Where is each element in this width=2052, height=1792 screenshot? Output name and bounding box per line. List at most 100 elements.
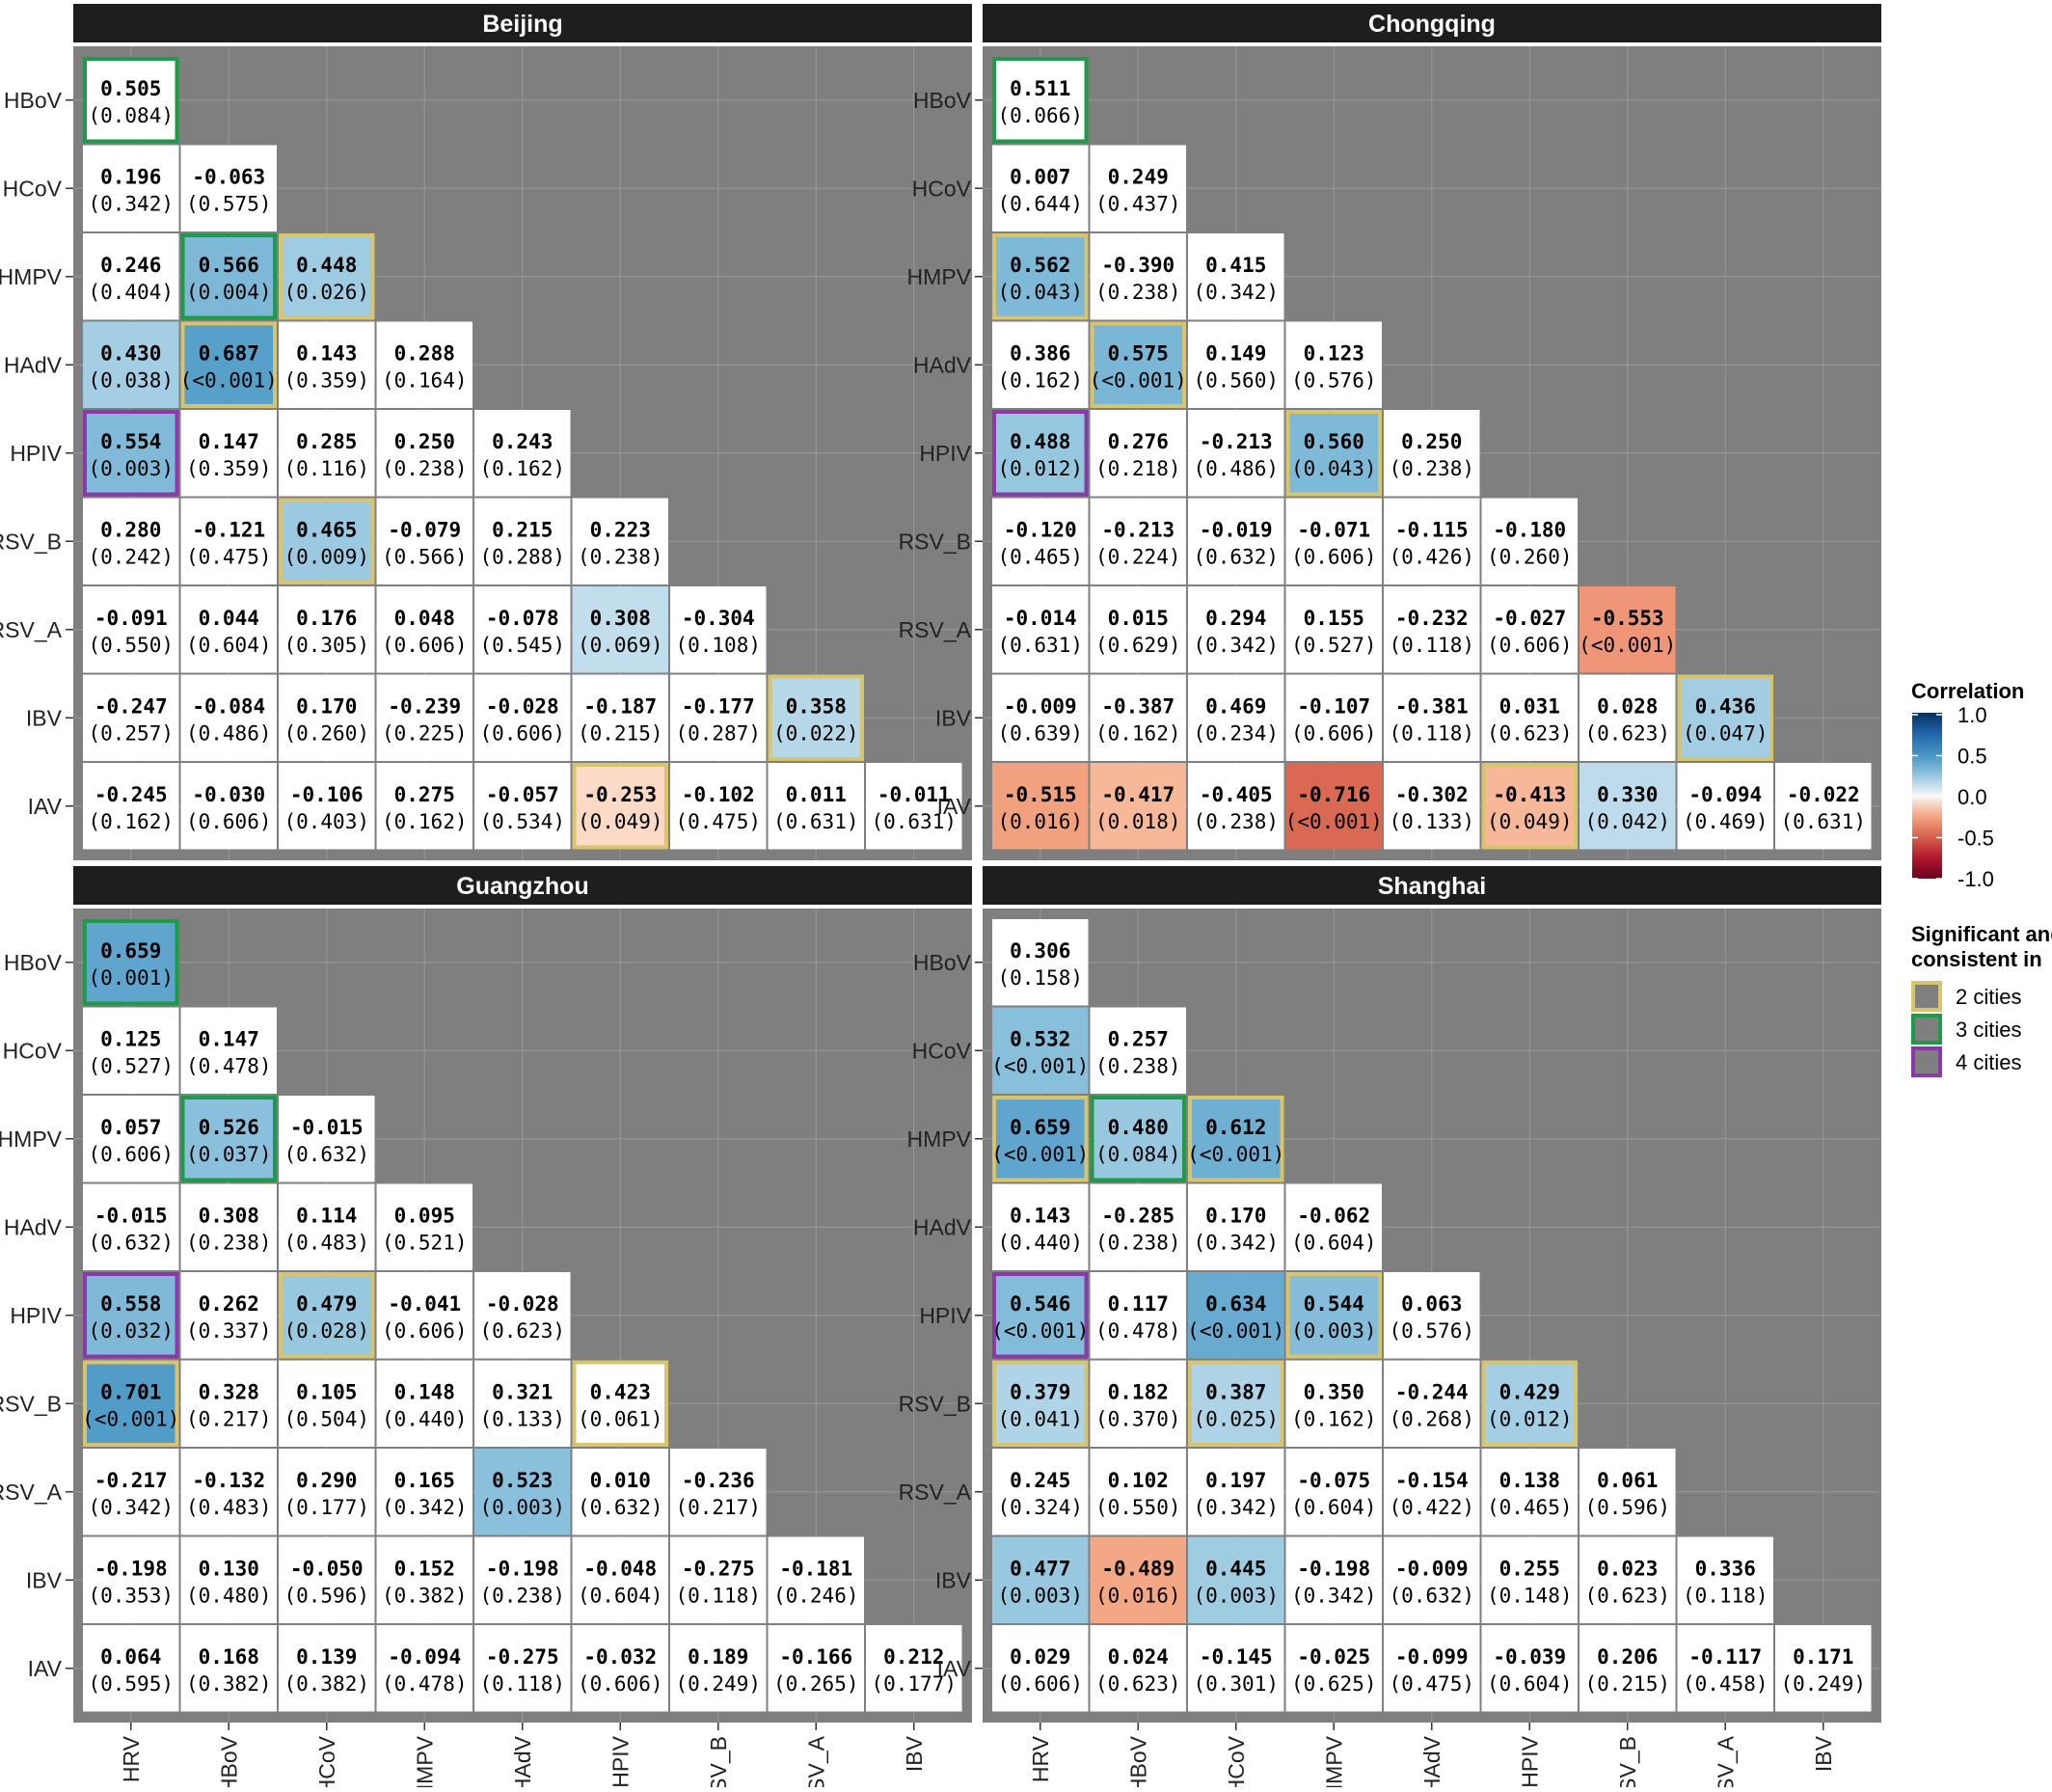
cell-fill — [83, 1360, 179, 1447]
cell-pvalue: (0.631) — [773, 810, 859, 833]
heatmap-cell: 0.436 (0.047) — [1677, 674, 1773, 761]
cell-fill — [1580, 586, 1676, 673]
cell-correlation: 0.659 — [100, 939, 161, 963]
cell-fill — [866, 763, 962, 850]
cell-fill — [1188, 233, 1284, 320]
cell-fill — [1188, 1360, 1284, 1447]
heatmap-cell: -0.180 (0.260) — [1481, 498, 1578, 584]
heatmap-cell: 0.061 (0.596) — [1580, 1449, 1676, 1535]
heatmap-cell: -0.011 (0.631) — [866, 763, 962, 850]
cell-correlation: -0.048 — [583, 1557, 657, 1580]
cell-correlation: -0.015 — [94, 1204, 168, 1227]
y-tick-label: HCoV — [3, 1038, 63, 1063]
cell-correlation: -0.515 — [1004, 783, 1077, 806]
cell-fill — [83, 1183, 179, 1270]
cell-correlation: 0.379 — [1010, 1380, 1070, 1403]
cell-fill — [279, 763, 375, 850]
cell-pvalue: (0.238) — [1095, 281, 1181, 304]
heatmap-cell: 0.257 (0.238) — [1090, 1007, 1186, 1094]
cell-correlation: 0.448 — [296, 254, 357, 277]
heatmap-cell: 0.250 (0.238) — [376, 410, 472, 497]
heatmap-cell: -0.489 (0.016) — [1090, 1536, 1186, 1623]
heatmap-cell: 0.526 (0.037) — [180, 1096, 277, 1182]
cell-correlation: 0.415 — [1205, 254, 1266, 277]
cell-fill — [992, 1360, 1089, 1447]
colorbar-tick-label: 0.0 — [1958, 785, 1987, 809]
y-tick-label: HMPV — [907, 264, 972, 289]
heatmap-cell: 0.196 (0.342) — [83, 145, 179, 231]
cell-pvalue: (0.028) — [284, 1319, 369, 1343]
cell-fill — [1188, 410, 1284, 497]
legend-colorbar — [1912, 713, 1942, 879]
heatmap-cell: 0.255 (0.148) — [1481, 1536, 1578, 1623]
cell-pvalue: (0.623) — [1487, 721, 1573, 745]
cell-correlation: 0.488 — [1010, 430, 1070, 453]
heatmap-cell: 0.063 (0.576) — [1384, 1272, 1480, 1359]
cell-pvalue: (0.003) — [88, 457, 174, 480]
cell-pvalue: (0.595) — [88, 1672, 174, 1696]
cell-correlation: -0.014 — [1004, 607, 1077, 630]
consistency-border — [1481, 1360, 1578, 1447]
cell-correlation: 0.255 — [1499, 1557, 1560, 1580]
consistency-border — [83, 57, 179, 144]
cell-fill — [1481, 1536, 1578, 1623]
cell-correlation: -0.028 — [486, 694, 559, 718]
cell-pvalue: (0.133) — [1389, 810, 1474, 833]
cell-pvalue: (0.238) — [186, 1231, 272, 1254]
cell-fill — [83, 410, 179, 497]
x-tick-label: HCoV — [1224, 1735, 1249, 1787]
cell-fill — [992, 410, 1089, 497]
cell-correlation: -0.198 — [486, 1557, 559, 1580]
heatmap-cell: 0.143 (0.359) — [279, 321, 375, 408]
cell-pvalue: (0.606) — [1291, 721, 1377, 745]
y-tick-label: HMPV — [907, 1127, 972, 1152]
cell-correlation: -0.198 — [94, 1557, 168, 1580]
cell-fill — [376, 586, 472, 673]
cell-pvalue: (0.265) — [773, 1672, 859, 1696]
cell-pvalue: (0.527) — [88, 1054, 174, 1077]
cell-correlation: 0.149 — [1205, 341, 1266, 365]
cell-fill — [1090, 1007, 1186, 1094]
heatmap-cell: 0.308 (0.238) — [180, 1183, 277, 1270]
cell-fill — [180, 1272, 277, 1359]
cell-pvalue: (0.148) — [1487, 1584, 1573, 1607]
y-tick-label: RSV_B — [899, 529, 971, 554]
cell-correlation: -0.009 — [1004, 694, 1077, 718]
cell-pvalue: (0.631) — [871, 810, 957, 833]
cell-pvalue: (0.041) — [997, 1407, 1083, 1430]
cell-correlation: -0.217 — [94, 1469, 168, 1492]
cell-pvalue: (0.025) — [1193, 1407, 1279, 1430]
cell-pvalue: (0.162) — [997, 368, 1083, 392]
heatmap-cell: 0.429 (0.012) — [1481, 1360, 1578, 1447]
heatmap-cell: -0.102 (0.475) — [670, 763, 767, 850]
heatmap-cell: -0.071 (0.606) — [1285, 498, 1382, 584]
heatmap-cell: -0.413 (0.049) — [1481, 763, 1578, 850]
cell-correlation: -0.063 — [192, 165, 265, 188]
y-tick-label: IBV — [935, 1567, 972, 1592]
cell-pvalue: (0.238) — [1193, 810, 1279, 833]
cell-fill — [474, 1360, 571, 1447]
cell-fill — [1481, 763, 1578, 850]
cell-fill — [1285, 763, 1382, 850]
x-tick-label: RSV_B — [1615, 1736, 1640, 1787]
consistency-border — [572, 763, 668, 850]
cell-correlation: 0.612 — [1205, 1116, 1266, 1139]
heatmap-cell: 0.328 (0.217) — [180, 1360, 277, 1447]
consistency-border — [992, 1096, 1089, 1182]
cell-pvalue: (0.001) — [88, 966, 174, 990]
cell-correlation: -0.387 — [1101, 694, 1174, 718]
cell-correlation: 0.276 — [1108, 430, 1169, 453]
cell-fill — [1384, 498, 1480, 584]
cell-fill — [376, 1360, 472, 1447]
cell-correlation: 0.048 — [394, 607, 455, 630]
heatmap-cell: -0.417 (0.018) — [1090, 763, 1186, 850]
panel-header — [983, 866, 1881, 905]
cell-pvalue: (0.483) — [284, 1231, 369, 1254]
cell-pvalue: (0.118) — [1389, 634, 1474, 657]
cell-fill — [1285, 1183, 1382, 1270]
heatmap-cell: -0.019 (0.632) — [1188, 498, 1284, 584]
cell-correlation: -0.075 — [1297, 1469, 1370, 1492]
x-tick-label: HCoV — [314, 1735, 339, 1787]
y-tick-label: IAV — [937, 1656, 972, 1681]
cell-fill — [180, 145, 277, 231]
